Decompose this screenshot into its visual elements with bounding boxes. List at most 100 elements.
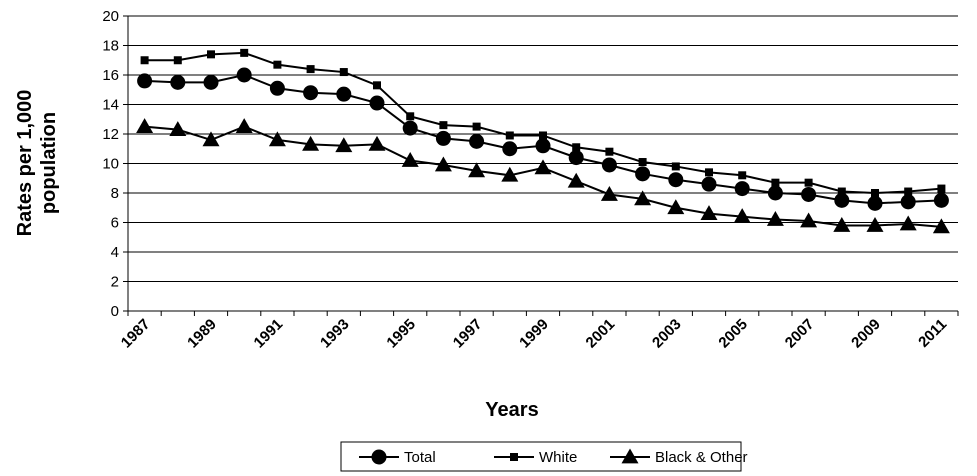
data-point bbox=[932, 218, 950, 234]
data-point bbox=[668, 172, 684, 188]
x-tick-label: 2007 bbox=[782, 316, 818, 352]
series-black-other bbox=[136, 118, 950, 234]
data-point bbox=[701, 176, 717, 192]
x-tick-label: 1997 bbox=[450, 316, 486, 352]
x-tick-label: 1991 bbox=[251, 316, 287, 352]
data-point bbox=[406, 112, 415, 121]
legend-label: White bbox=[539, 449, 577, 466]
data-point bbox=[136, 118, 154, 133]
data-point bbox=[866, 216, 884, 232]
legend-marker bbox=[371, 449, 387, 465]
data-point bbox=[767, 185, 783, 201]
legend-item: Total bbox=[359, 449, 436, 466]
y-tick-label: 6 bbox=[111, 215, 119, 232]
data-point bbox=[303, 85, 319, 101]
x-tick-label: 1993 bbox=[317, 316, 353, 352]
series-group bbox=[136, 48, 950, 234]
data-point bbox=[834, 192, 850, 208]
x-tick-label: 2003 bbox=[649, 316, 685, 352]
data-point bbox=[635, 166, 651, 182]
data-point bbox=[733, 208, 751, 223]
data-point bbox=[505, 131, 514, 140]
data-point bbox=[900, 194, 916, 210]
legend: Total White Black & Other bbox=[340, 441, 748, 472]
x-tick-label: 1999 bbox=[516, 316, 552, 352]
data-point bbox=[567, 172, 585, 188]
data-point bbox=[705, 168, 713, 177]
data-point bbox=[634, 190, 652, 206]
legend-marker bbox=[621, 448, 639, 464]
data-point bbox=[899, 215, 917, 231]
data-point bbox=[140, 56, 149, 65]
axes: 0 2 4 6 8 10 12 14 16 18 20 1987 1989 1991 1993 1995 199… bbox=[102, 8, 959, 352]
data-point bbox=[600, 185, 618, 201]
data-point bbox=[937, 184, 946, 193]
data-point bbox=[535, 138, 551, 154]
series-white bbox=[140, 48, 946, 197]
data-point bbox=[402, 120, 418, 136]
data-point bbox=[871, 189, 879, 197]
y-tick-label: 12 bbox=[102, 126, 119, 143]
y-tick-label: 20 bbox=[102, 8, 119, 25]
data-point bbox=[339, 68, 348, 77]
legend-label: Total bbox=[404, 449, 436, 466]
data-point bbox=[169, 121, 187, 136]
labels: Years Rates per 1,000 population bbox=[14, 90, 539, 421]
data-point bbox=[601, 157, 617, 173]
series-total bbox=[137, 67, 949, 211]
x-tick-label: 2005 bbox=[715, 316, 751, 352]
x-tick-label: 2009 bbox=[848, 316, 884, 352]
data-point bbox=[539, 131, 547, 140]
legend-item: Black & Other bbox=[610, 448, 748, 466]
legend-item: White bbox=[494, 449, 577, 466]
data-point bbox=[502, 141, 518, 157]
data-point bbox=[173, 56, 182, 65]
y-axis-title-line-1: Rates per 1,000 bbox=[14, 90, 36, 237]
data-point bbox=[435, 130, 451, 146]
data-point bbox=[373, 81, 381, 90]
y-tick-label: 14 bbox=[102, 97, 119, 114]
y-axis-title-line-2: population bbox=[38, 112, 60, 214]
data-point bbox=[170, 74, 186, 90]
data-point bbox=[369, 95, 385, 111]
data-point bbox=[469, 133, 485, 149]
data-point bbox=[605, 147, 614, 156]
data-point bbox=[306, 65, 315, 74]
data-point bbox=[336, 86, 352, 102]
data-point bbox=[368, 135, 386, 151]
legend-items: Total White Black & Other bbox=[359, 448, 748, 466]
data-point bbox=[738, 171, 747, 180]
legend-marker bbox=[510, 453, 518, 461]
y-tick-label: 10 bbox=[102, 156, 119, 173]
legend-label: Black & Other bbox=[655, 449, 748, 466]
data-point bbox=[933, 192, 949, 208]
y-tick-label: 8 bbox=[111, 185, 119, 202]
data-point bbox=[434, 156, 452, 172]
x-tick-label: 1995 bbox=[383, 316, 419, 352]
x-tick-label: 1989 bbox=[184, 316, 220, 352]
y-tick-label: 16 bbox=[102, 67, 119, 84]
data-point bbox=[335, 137, 353, 153]
data-point bbox=[867, 195, 883, 211]
data-point bbox=[804, 178, 813, 187]
data-point bbox=[207, 50, 215, 59]
data-point bbox=[268, 131, 286, 147]
data-point bbox=[240, 48, 249, 57]
x-axis-title: Years bbox=[485, 399, 538, 421]
y-tick-label: 2 bbox=[111, 274, 119, 291]
data-point bbox=[837, 187, 846, 196]
data-point bbox=[202, 131, 220, 147]
data-point bbox=[700, 205, 718, 221]
data-point bbox=[203, 74, 219, 90]
legend-box bbox=[340, 441, 742, 472]
data-point bbox=[534, 159, 552, 175]
y-tick-label: 4 bbox=[111, 244, 119, 261]
data-point bbox=[904, 187, 913, 196]
data-point bbox=[236, 67, 252, 83]
data-point bbox=[800, 212, 818, 228]
y-tick-label: 0 bbox=[111, 303, 119, 320]
data-point bbox=[235, 118, 253, 133]
data-point bbox=[671, 162, 680, 171]
